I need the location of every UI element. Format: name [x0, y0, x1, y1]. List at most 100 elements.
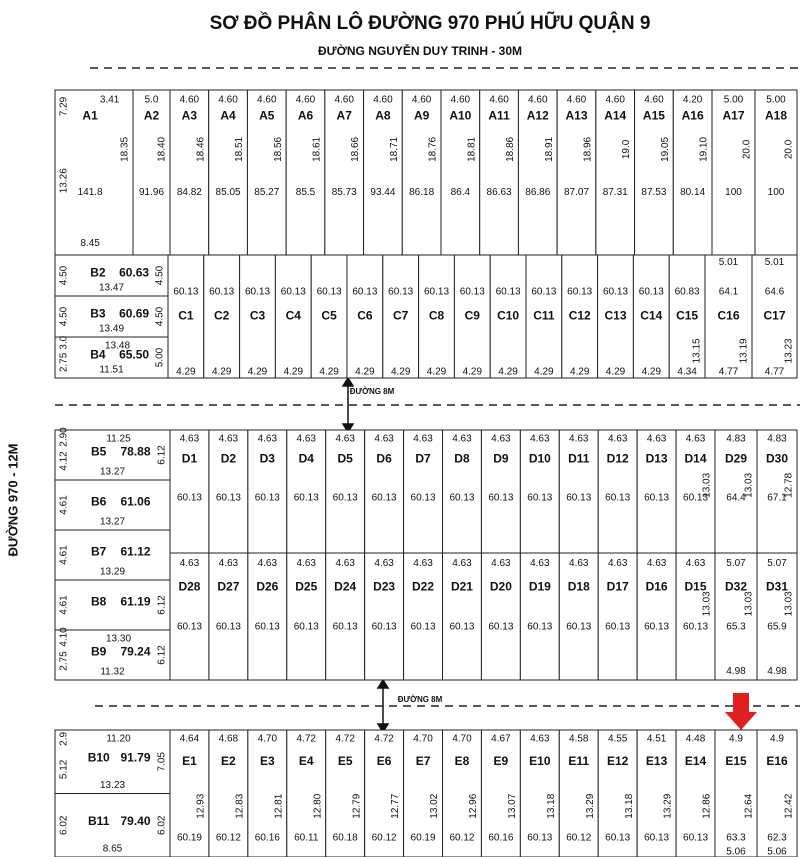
front-width: 4.64 [180, 734, 200, 745]
front-width: 4.48 [686, 734, 706, 745]
lot-name: E15 [725, 754, 747, 768]
lot-depth: 7.05 [157, 752, 168, 772]
road-label: ĐƯỜNG 8M [398, 695, 443, 704]
front-width: 4.63 [413, 558, 433, 569]
lot-area: 60.13 [294, 492, 319, 503]
side-length: 3.0 [59, 335, 70, 349]
side-length: 2.75 [59, 651, 70, 671]
lot-name: B10 [88, 751, 110, 765]
lot-area: 60.13 [411, 492, 436, 503]
lot-name: C5 [321, 309, 337, 323]
lot-area: 60.13 [605, 492, 630, 503]
lot-area: 60.13 [603, 287, 628, 298]
front-width: 4.60 [451, 95, 471, 106]
front-width: 5.00 [724, 95, 744, 106]
front-width: 13.30 [106, 634, 131, 645]
lot-depth: 18.91 [544, 136, 555, 161]
front-width: 4.60 [528, 95, 548, 106]
back-width: 4.34 [677, 366, 697, 377]
lot-name: C8 [429, 309, 445, 323]
back-width: 4.29 [606, 366, 626, 377]
lot-area: 63.3 [726, 833, 746, 844]
lot [54, 429, 171, 481]
lot-depth: 18.76 [428, 136, 439, 161]
lot-area: 85.05 [216, 187, 241, 198]
front-width: 4.63 [180, 558, 200, 569]
lot-name: D25 [295, 579, 317, 593]
lot [751, 254, 798, 379]
back-width: 5.06 [767, 847, 787, 857]
lot-depth: 13.03 [744, 472, 755, 497]
front-width: 4.63 [297, 433, 317, 444]
lot-name: D19 [529, 579, 551, 593]
lot-name: C1 [178, 309, 194, 323]
lot [363, 89, 403, 256]
lot-name: D22 [412, 579, 434, 593]
lot [324, 89, 365, 256]
lot [479, 89, 519, 256]
back-width: 11.32 [100, 667, 125, 678]
lot-name: A16 [682, 109, 704, 123]
lot [675, 552, 716, 681]
lot-name: C13 [604, 309, 626, 323]
lot [274, 254, 312, 379]
lot-area: 60.19 [177, 833, 202, 844]
lot-area: 84.82 [177, 187, 202, 198]
lot-name: D16 [646, 579, 668, 593]
lot-name: E1 [182, 754, 197, 768]
lot-name: B7 [91, 545, 107, 559]
lot-name: E6 [377, 754, 392, 768]
front-width: 4.63 [180, 433, 200, 444]
title: SƠ ĐỒ PHÂN LÔ ĐƯỜNG 970 PHÚ HỮU QUẬN 9 [210, 12, 651, 34]
lot [714, 552, 758, 681]
front-width: 4.70 [452, 734, 472, 745]
lot [597, 254, 634, 379]
lot-name: D7 [415, 452, 431, 466]
lot-area: 60.13 [411, 621, 436, 632]
back-width: 13.29 [100, 567, 125, 578]
lot [672, 89, 713, 256]
lot-name: A6 [298, 109, 314, 123]
back-width: 4.29 [534, 366, 554, 377]
front-width: 4.60 [296, 95, 316, 106]
lot-area: 60.13 [566, 492, 591, 503]
lot [632, 254, 670, 379]
front-width: 4.70 [258, 734, 278, 745]
lot [517, 89, 558, 256]
lot [558, 552, 599, 681]
front-width: 4.63 [530, 433, 550, 444]
lot [325, 429, 366, 554]
lot [54, 295, 169, 338]
lot-area: 60.13 [388, 287, 413, 298]
lot-name: D30 [766, 452, 788, 466]
back-width: 4.29 [212, 366, 232, 377]
back-width: 4.29 [355, 366, 375, 377]
lot-depth: 18.61 [311, 136, 322, 161]
lot [442, 429, 482, 554]
lot-area: 87.53 [641, 187, 666, 198]
front-width: 4.72 [297, 734, 317, 745]
front-width: 4.63 [413, 433, 433, 444]
lot-area: 79.24 [120, 645, 150, 659]
front-width: 4.9 [770, 734, 784, 745]
lot-area: 100 [768, 187, 785, 198]
lot-area: 91.96 [139, 187, 164, 198]
lot-area: 60.13 [449, 492, 474, 503]
lot [325, 729, 366, 857]
lot [756, 552, 798, 681]
lot [561, 254, 599, 379]
lot-depth: 4.50 [155, 306, 166, 326]
back-width: 13.49 [99, 324, 124, 335]
lot [54, 629, 171, 681]
back-width: 11.51 [99, 365, 124, 376]
back-width: 13.27 [100, 517, 125, 528]
lot-area: 60.83 [675, 287, 700, 298]
lot-name: A14 [604, 109, 626, 123]
lot-area: 65.3 [726, 621, 746, 632]
lot-depth: 12.86 [702, 793, 713, 818]
subtitle: ĐƯỜNG NGUYỄN DUY TRINH - 30M [318, 43, 522, 58]
lot-name: D17 [607, 579, 629, 593]
lot-name: D12 [607, 452, 629, 466]
lot-name: D21 [451, 579, 473, 593]
